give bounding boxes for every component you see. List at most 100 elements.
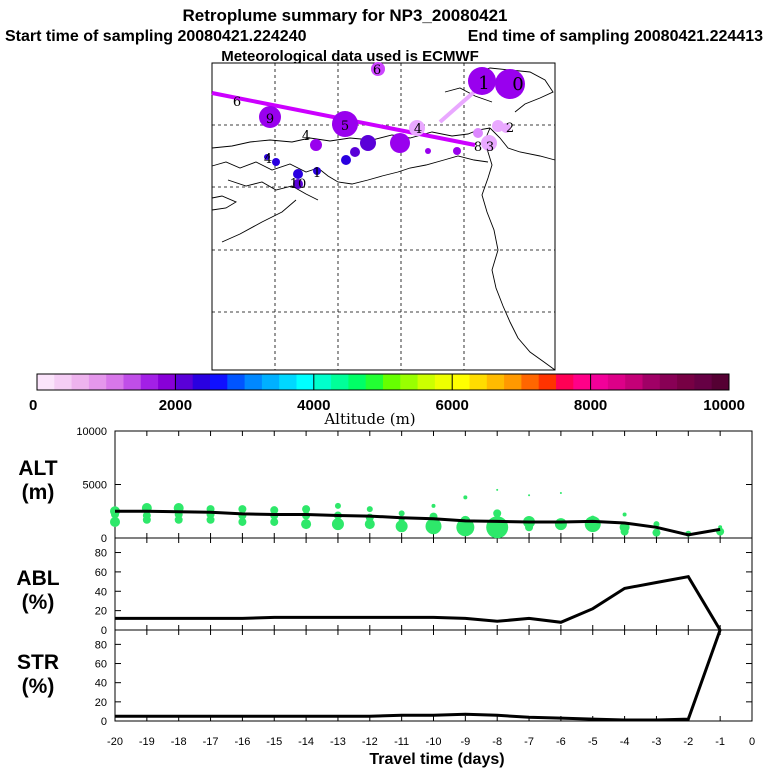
trajectory-point [350, 147, 360, 157]
trajectory-point [272, 158, 280, 166]
alt-point [463, 495, 468, 500]
colorbar-swatch [590, 374, 609, 390]
alt-point [528, 494, 531, 497]
abl-unit: (%) [22, 591, 55, 614]
str-tick-label: 20 [95, 697, 107, 709]
trajectory-label: 5 [341, 119, 349, 134]
alt-tick-label: 0 [101, 533, 107, 545]
x-tick-label: -10 [426, 736, 442, 748]
colorbar-swatch [556, 374, 574, 390]
colorbar-tick-label: 6000 [436, 397, 469, 414]
trajectory-label: 4 [302, 129, 310, 144]
alt-point [584, 516, 601, 533]
alt-point [110, 516, 120, 527]
trajectory-point [495, 69, 525, 99]
colorbar-swatch [88, 374, 107, 390]
colorbar-tick-label: 10000 [703, 397, 745, 414]
alt-label: ALT [18, 457, 57, 480]
str-label: STR [17, 651, 59, 674]
trajectory-point [293, 179, 303, 189]
colorbar-swatch [140, 374, 159, 390]
trajectory-points [259, 62, 525, 189]
x-tick-label: -4 [620, 736, 630, 748]
x-tick-label: -16 [234, 736, 250, 748]
abl-tick-label: 60 [95, 567, 107, 579]
alt-point [486, 516, 509, 539]
trajectory-point [468, 67, 496, 95]
str-unit: (%) [22, 675, 55, 698]
altitude-colorbar: 0 2000 4000 6000 8000 10000 Altitude (m) [29, 373, 745, 428]
str-tick-label: 60 [95, 659, 107, 671]
trajectory-point [332, 111, 358, 137]
colorbar-swatch [365, 374, 384, 390]
alt-point [525, 523, 534, 532]
colorbar-swatch [296, 374, 315, 390]
abl-label: ABL [16, 567, 59, 590]
colorbar-swatch [244, 374, 263, 390]
alt-point [652, 528, 661, 537]
abl-tick-label: 0 [101, 625, 107, 637]
alt-point [395, 520, 408, 533]
colorbar-swatches [37, 374, 730, 390]
alt-point [366, 506, 373, 513]
trajectory-label: 10 [290, 177, 307, 192]
colorbar-swatch [504, 374, 522, 390]
abl-line [115, 575, 722, 631]
x-tick-label: 0 [749, 736, 755, 748]
colorbar-swatch [469, 374, 488, 390]
figure-title: Retroplume summary for NP3_20080421 [182, 6, 507, 25]
x-tick-label: -5 [588, 736, 598, 748]
alt-point [302, 505, 311, 514]
trajectory-label: 0 [512, 74, 523, 95]
abl-tick-label: 20 [95, 606, 107, 618]
x-tick-label: -6 [556, 736, 566, 748]
colorbar-swatch [210, 374, 228, 390]
alt-point [270, 517, 279, 526]
alt-point [554, 518, 567, 531]
colorbar-swatch [538, 374, 557, 390]
colorbar-swatch [158, 374, 176, 390]
x-tick-label: -3 [652, 736, 662, 748]
alt-point [301, 519, 312, 530]
coastline [211, 67, 556, 371]
abl-tick-label: 40 [95, 586, 107, 598]
trajectory-point [481, 135, 497, 151]
colorbar-swatch [694, 374, 713, 390]
colorbar-swatch [279, 374, 297, 390]
trajectory-label: 9 [266, 112, 274, 127]
alt-point [238, 505, 247, 514]
time-series-panels: -20 -19 -18 -17 -16 -15 -14 -13 -12 -11 -10 -9 -8 -7-… [16, 426, 755, 768]
x-tick-label: -9 [460, 736, 470, 748]
x-tick-label: -7 [524, 736, 534, 748]
alt-unit: (m) [22, 481, 55, 504]
abl-tick-label: 80 [95, 548, 107, 560]
alt-point [496, 488, 499, 491]
trajectory-point [313, 167, 321, 175]
trajectory-label: 8 [474, 140, 482, 155]
colorbar-swatch [37, 374, 55, 390]
alt-tick-label: 5000 [83, 480, 107, 492]
trajectory-point [259, 106, 281, 128]
colorbar-swatch [400, 374, 419, 390]
start-time: Start time of sampling 20080421.224240 [5, 28, 307, 45]
trajectory-point [453, 147, 461, 155]
trajectory-point [310, 139, 322, 151]
x-tick-label: -11 [394, 736, 409, 748]
colorbar-swatch [261, 374, 280, 390]
trajectory-label: 6 [373, 63, 381, 78]
x-tick-label: -2 [683, 736, 693, 748]
trajectory-label: 1 [313, 166, 321, 181]
trajectory-point [293, 169, 303, 179]
colorbar-swatch [175, 374, 194, 390]
axis-ticks: -20 -19 -18 -17 -16 -15 -14 -13 -12 -11 -10 -9 -8 -7-… [76, 426, 755, 748]
colorbar-label: Altitude (m) [323, 410, 415, 428]
colorbar-tick-label: 2000 [159, 397, 192, 414]
colorbar-swatch [486, 374, 505, 390]
colorbar-swatch [227, 374, 246, 390]
colorbar-swatch [434, 374, 453, 390]
alt-point [622, 512, 627, 517]
x-tick-label: -15 [266, 736, 282, 748]
colorbar-swatch [192, 374, 211, 390]
